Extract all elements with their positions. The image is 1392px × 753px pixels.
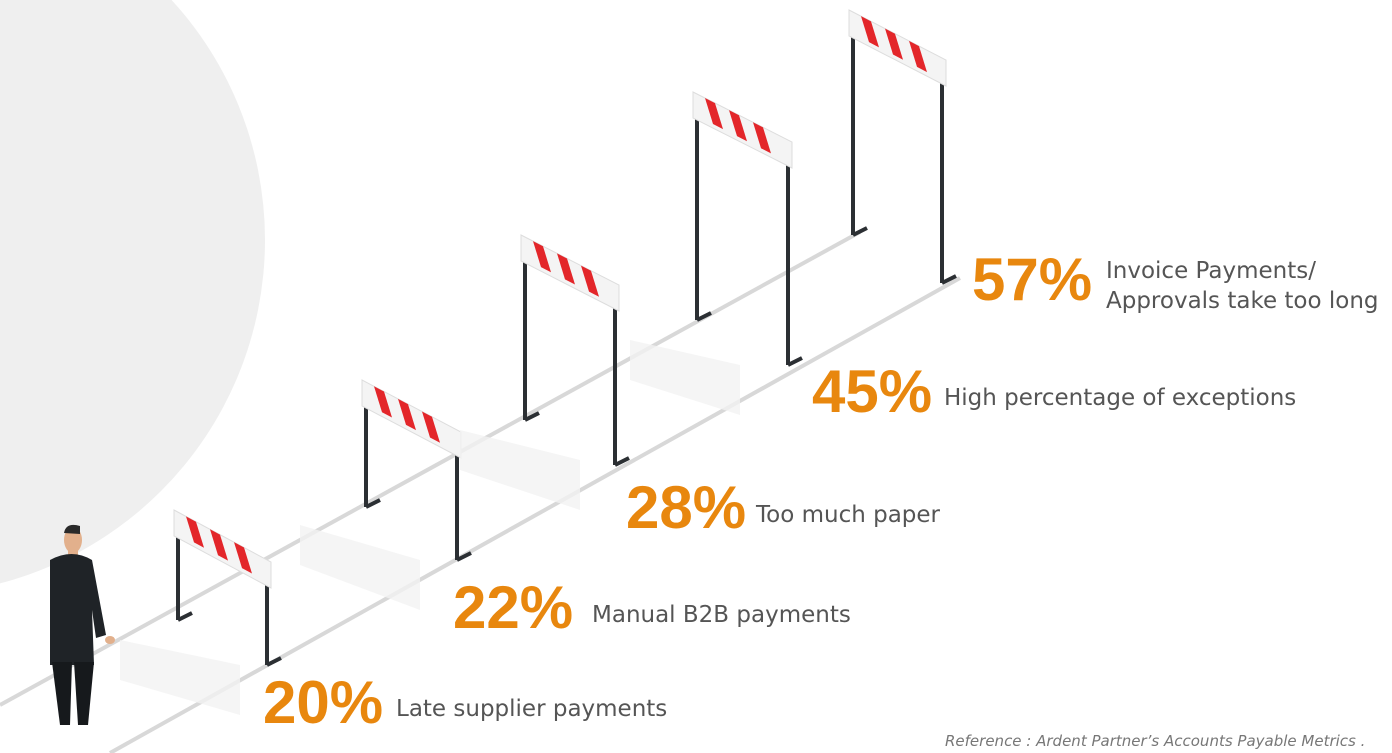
reference: Reference : Ardent Partner’s Accounts Pa… — [945, 732, 1365, 750]
percent: 28% — [626, 474, 746, 541]
shadow — [460, 430, 580, 510]
shadow — [630, 340, 740, 415]
item-label: Late supplier payments — [396, 696, 667, 722]
shadow — [120, 640, 240, 715]
post-foot — [788, 358, 802, 365]
item-label: Too much paper — [755, 502, 941, 528]
shadow — [300, 525, 420, 610]
post-foot — [267, 658, 281, 665]
percent: 22% — [453, 574, 573, 641]
item-label: Invoice Payments/ — [1106, 258, 1316, 284]
post-foot — [178, 613, 192, 620]
background-circle — [0, 0, 265, 595]
item-label: Manual B2B payments — [592, 602, 851, 628]
percent: 20% — [263, 669, 383, 736]
percent: 57% — [972, 246, 1092, 313]
item-label: High percentage of exceptions — [944, 385, 1296, 411]
infographic: Reference : Ardent Partner’s Accounts Pa… — [0, 0, 1392, 753]
percent: 45% — [812, 358, 932, 425]
item-label: Approvals take too long — [1106, 288, 1379, 314]
